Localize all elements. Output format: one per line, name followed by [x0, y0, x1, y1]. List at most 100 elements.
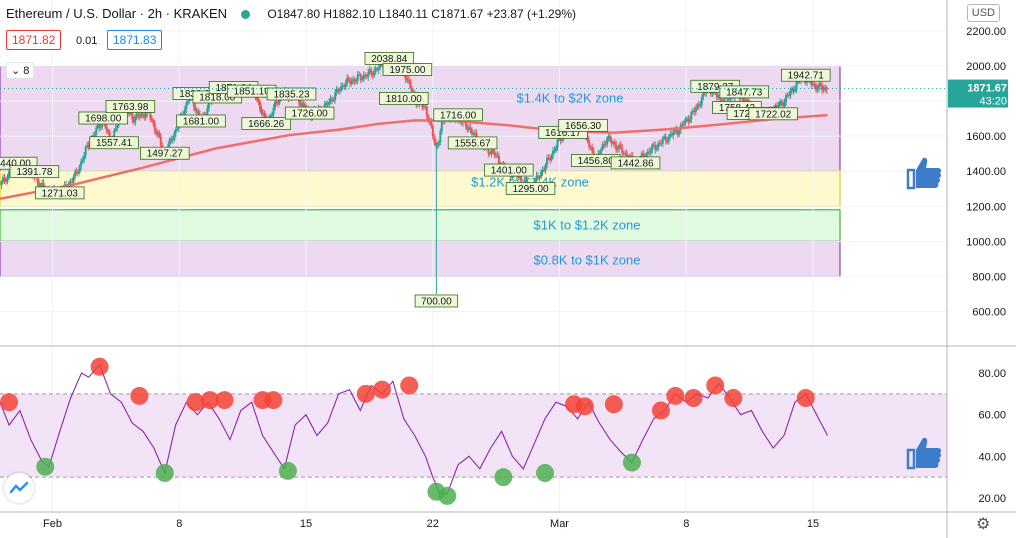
candle-body [434, 142, 437, 146]
candle-body [555, 147, 558, 151]
candle-body [75, 171, 78, 173]
candle-body [681, 124, 684, 126]
gear-icon[interactable]: ⚙ [976, 516, 991, 533]
price-callout-box [284, 106, 335, 120]
thumbs-up-icon [906, 157, 942, 190]
chart-header: Ethereum / U.S. Dollar · 2h · KRAKEN O18… [6, 6, 576, 21]
candle-body [275, 101, 278, 103]
candle-body [782, 102, 785, 107]
candle-body [195, 110, 198, 112]
overbought-marker [796, 389, 815, 407]
candle-body [272, 108, 275, 115]
rsi-tick-label: 40.00 [978, 451, 1006, 463]
candle-body [682, 124, 685, 126]
price-callout-box [433, 108, 483, 122]
price-callout-box [266, 87, 317, 101]
candle-body [347, 77, 350, 81]
price-callout: 1847.73 [726, 87, 763, 98]
candle-body [436, 145, 439, 147]
candle-body [819, 83, 822, 86]
candle-body [299, 102, 302, 107]
candle-body [355, 80, 358, 82]
candle-body [116, 125, 119, 129]
candle-body [74, 171, 77, 177]
candle-body [328, 101, 331, 106]
price-callout-box [35, 186, 85, 200]
overbought-marker [0, 393, 19, 412]
candle-body [131, 113, 134, 120]
candle-body [777, 105, 780, 107]
candle-body [543, 170, 546, 172]
ask-price-button[interactable]: 1871.83 [107, 30, 163, 50]
time-tick-label: 15 [807, 518, 819, 530]
ohlc-values: O1847.80 H1882.10 L1840.11 C1871.67 +23.… [267, 7, 577, 21]
candle-body [493, 151, 496, 155]
candle-body [822, 89, 825, 91]
candle-body [371, 73, 374, 76]
tradingview-logo-icon[interactable] [4, 473, 34, 503]
candle-body [619, 144, 622, 148]
candle-body [344, 83, 347, 88]
candle-body [183, 109, 186, 116]
candle-body [588, 141, 591, 147]
candle-body [640, 153, 643, 159]
candle-body [129, 112, 132, 114]
candle-body [95, 128, 98, 135]
candle-body [301, 103, 304, 107]
candle-body [696, 104, 699, 109]
candle-body [783, 102, 786, 107]
candle-body [77, 172, 80, 174]
candle-body [675, 128, 678, 132]
candle-body [609, 135, 612, 141]
candle-body [373, 70, 376, 76]
rsi-band [0, 393, 947, 478]
candle-body [685, 118, 688, 120]
indicators-collapse-button[interactable]: ⌄ 8 [6, 62, 35, 79]
candle-body [332, 100, 335, 102]
price-tick-label: 1200.00 [966, 201, 1006, 213]
candle-body [546, 157, 549, 165]
candle-body [6, 175, 9, 182]
candle-body [439, 131, 442, 142]
candle-body [185, 102, 188, 110]
candle-body [376, 68, 379, 71]
candle-body [406, 79, 409, 81]
overbought-marker [373, 380, 392, 399]
overbought-marker [604, 395, 623, 414]
candle-body [646, 151, 649, 155]
symbol-title[interactable]: Ethereum / U.S. Dollar · 2h · KRAKEN [6, 6, 228, 21]
price-callout-box [379, 91, 429, 105]
candle-body [262, 112, 265, 114]
price-callout: 1401.00 [491, 166, 528, 177]
rsi-tick-label: 80.00 [978, 368, 1006, 380]
oversold-marker [155, 464, 174, 482]
overbought-marker [651, 401, 670, 420]
candle-body [153, 123, 156, 132]
candle-body [409, 80, 412, 88]
candle-body [8, 171, 11, 176]
candle-body [194, 106, 197, 112]
bid-price-button[interactable]: 1871.82 [6, 30, 62, 50]
candle-body [700, 96, 703, 105]
indicator-count: 8 [23, 65, 30, 77]
candle-body [407, 79, 410, 81]
candle-body [430, 121, 433, 127]
price-callout-box [781, 68, 831, 82]
price-callout: 1440.00 [0, 159, 31, 170]
overbought-marker [356, 384, 375, 403]
candle-body [134, 116, 137, 123]
currency-button[interactable]: USD [966, 4, 1000, 22]
candle-body [431, 126, 434, 137]
candle-body [540, 171, 543, 178]
candle-body [815, 85, 818, 91]
candle-body [105, 126, 108, 131]
candle-body [663, 136, 666, 139]
candle-body [3, 177, 6, 181]
candle-body [648, 151, 651, 153]
time-tick-label: Mar [550, 518, 569, 530]
candle-body [491, 149, 494, 152]
price-callout: 1557.41 [96, 138, 133, 149]
candle-body [649, 150, 652, 153]
price-callout: 1851.10 [234, 87, 271, 98]
candle-body [341, 85, 344, 87]
